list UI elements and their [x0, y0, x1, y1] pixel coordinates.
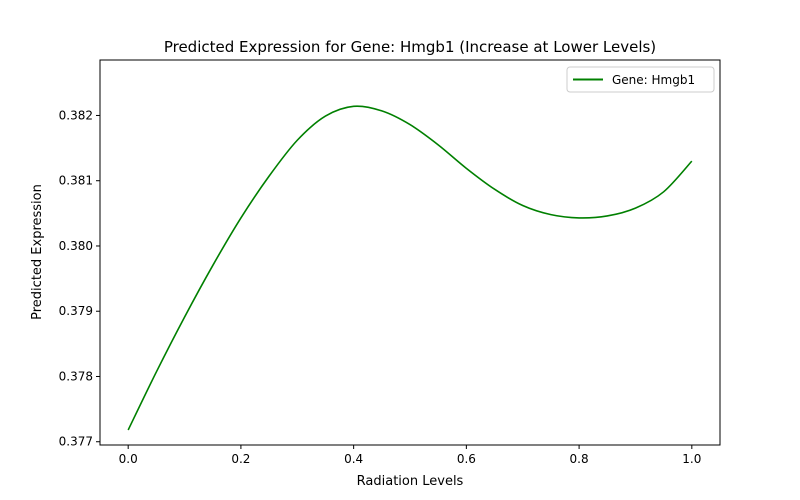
- series-line-hmgb1: [127, 105, 693, 431]
- legend: Gene: Hmgb1: [566, 66, 715, 93]
- x-tick-label: 0.6: [457, 452, 476, 466]
- legend-label: Gene: Hmgb1: [612, 73, 695, 87]
- x-tick-label: 0.8: [570, 452, 589, 466]
- x-tick-label: 1.0: [682, 452, 701, 466]
- x-tick-label: 0.4: [344, 452, 363, 466]
- y-tick-label: 0.381: [59, 174, 93, 188]
- y-tick-label: 0.382: [59, 108, 93, 122]
- y-tick-label: 0.380: [59, 239, 93, 253]
- x-tick-label: 0.2: [231, 452, 250, 466]
- y-tick-label: 0.377: [59, 435, 93, 449]
- y-tick-label: 0.378: [59, 369, 93, 383]
- y-axis-label: Predicted Expression: [30, 184, 45, 320]
- axes-frame: [99, 59, 721, 446]
- chart-title: Predicted Expression for Gene: Hmgb1 (In…: [164, 38, 656, 56]
- plot-area: 0.0 0.2 0.4 0.6 0.8 1.0 0.377 0.378 0.379 0.380 0.…: [59, 105, 701, 466]
- legend-box: [566, 66, 715, 93]
- x-tick-label: 0.0: [119, 452, 138, 466]
- x-axis-label: Radiation Levels: [357, 474, 464, 489]
- y-tick-label: 0.379: [59, 304, 93, 318]
